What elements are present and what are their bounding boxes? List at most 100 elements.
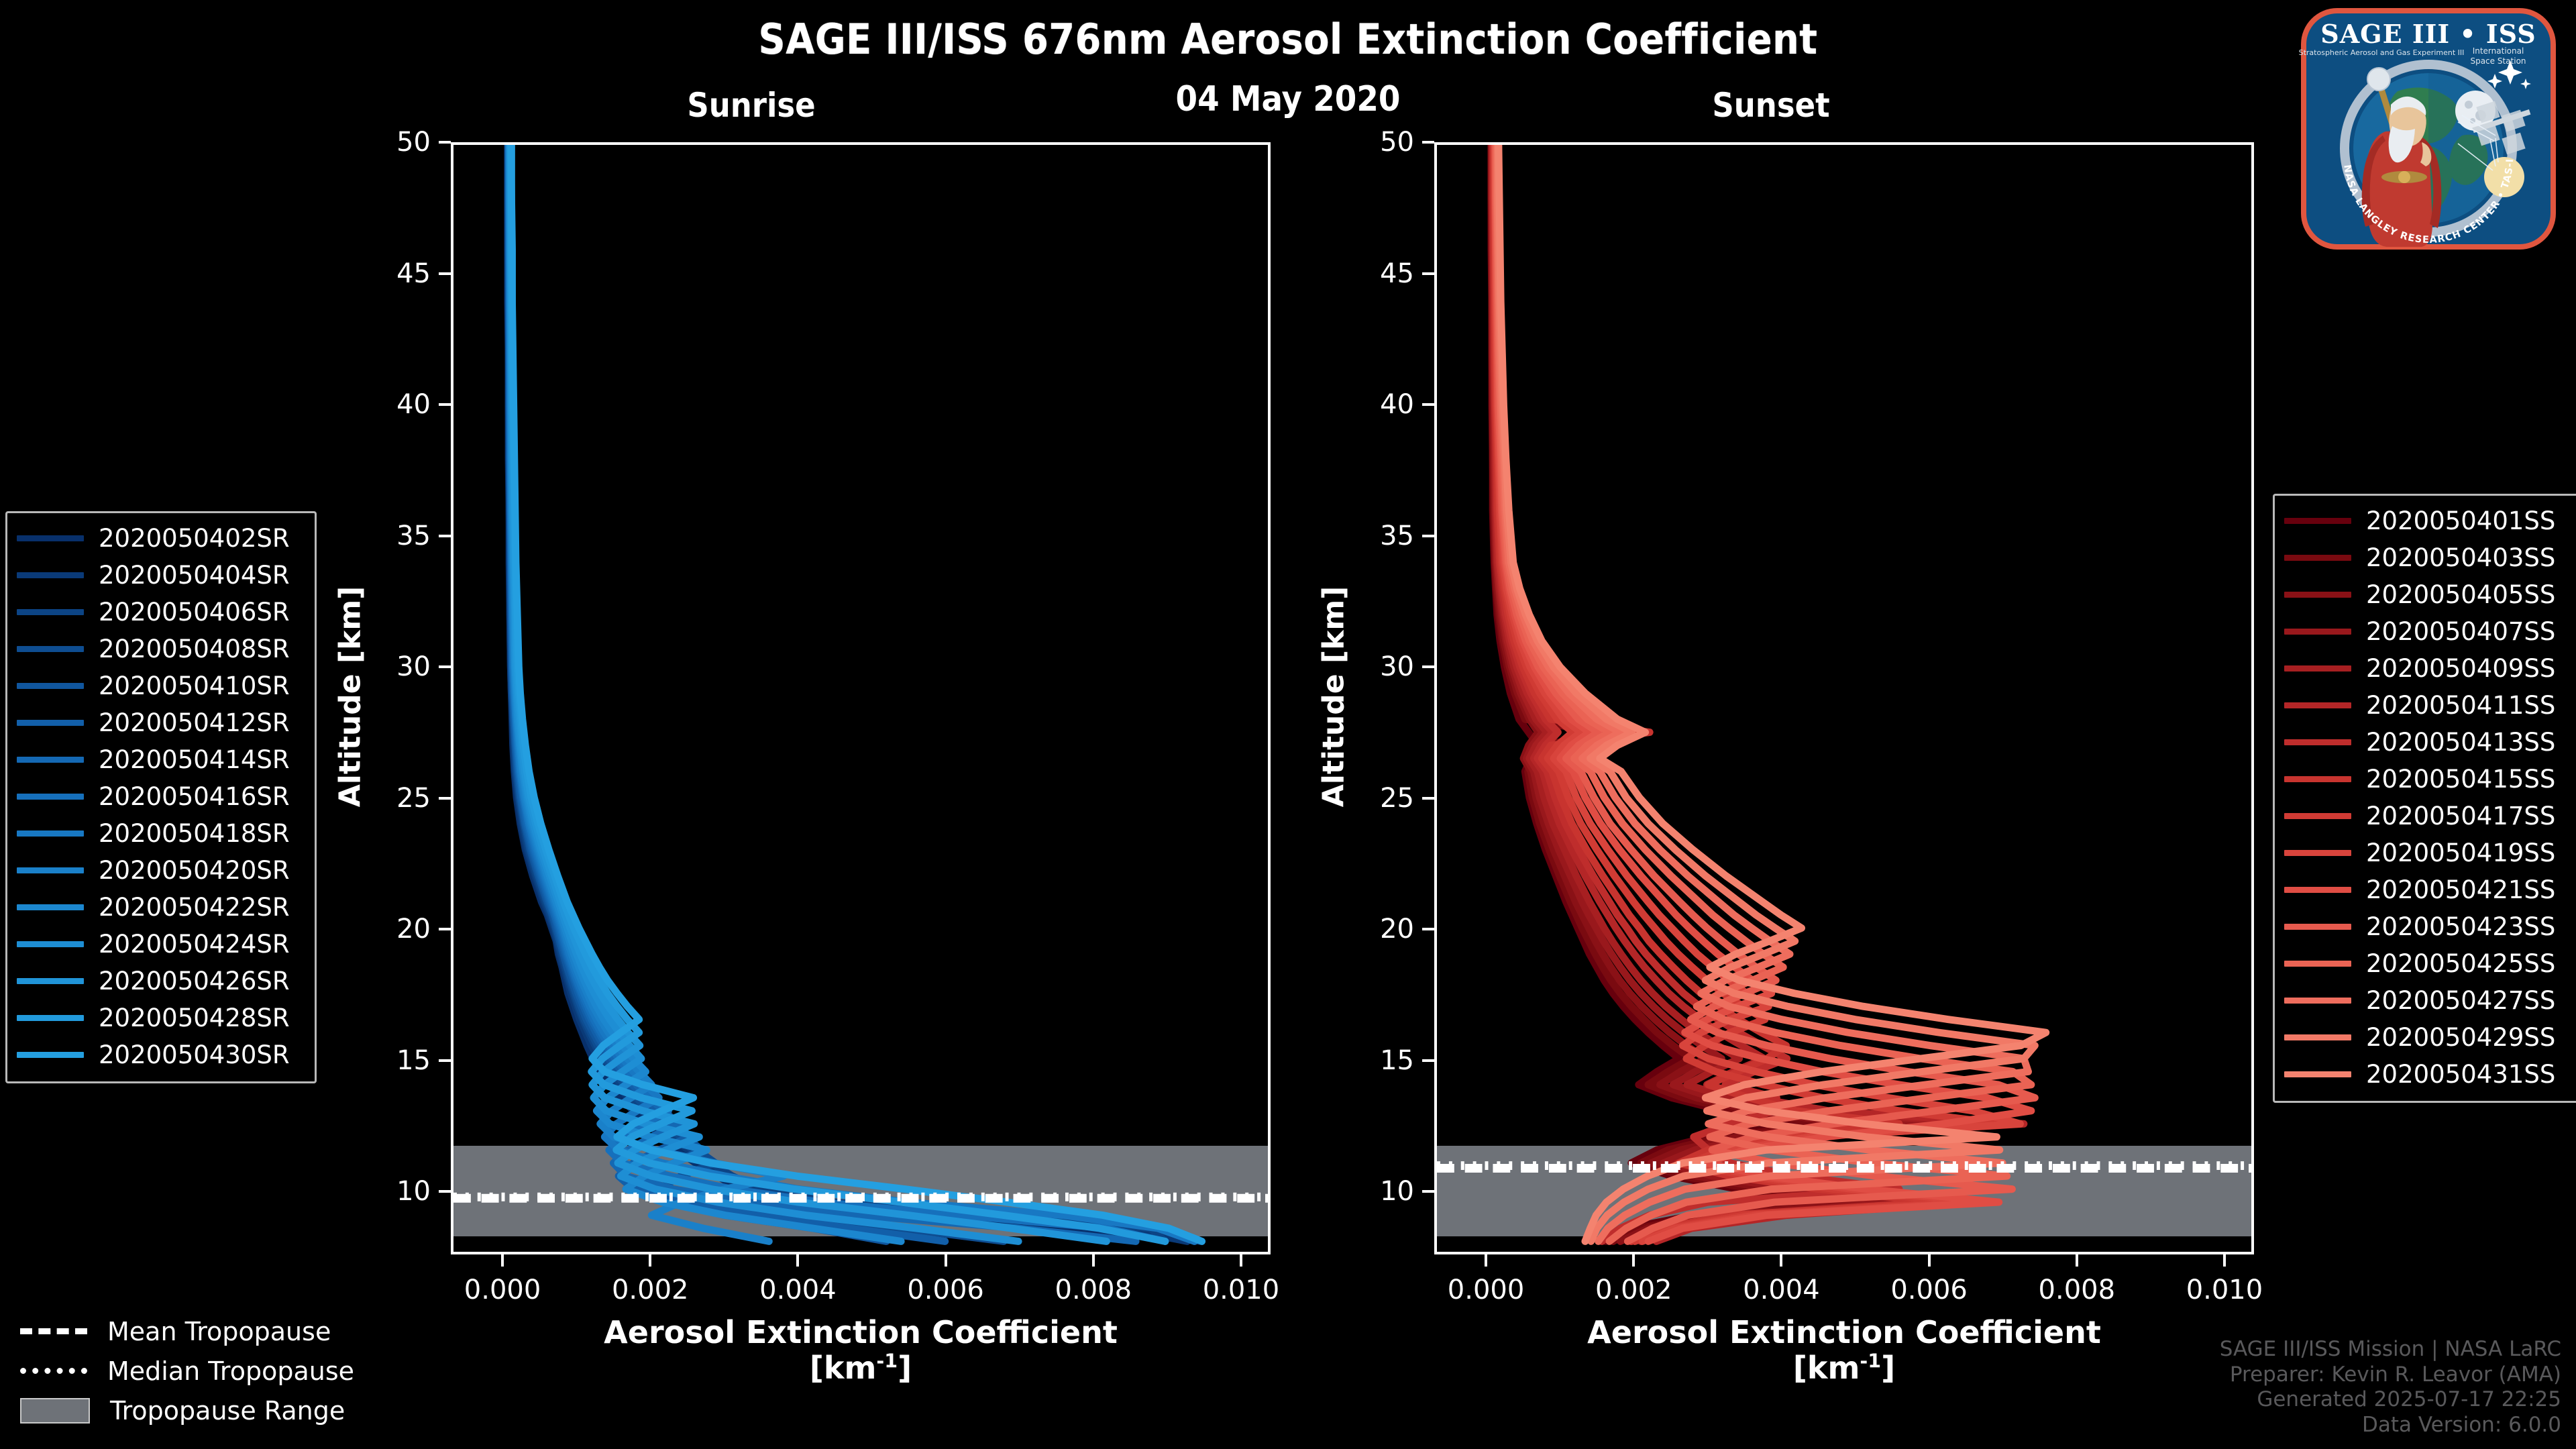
legend-item-label: 2020050411SS — [2366, 691, 2556, 720]
legend-item[interactable]: 2020050417SS — [2284, 798, 2576, 835]
legend-item-label: 2020050409SS — [2366, 654, 2556, 683]
y-tick-mark — [439, 1059, 451, 1062]
profile-line — [1495, 145, 2050, 1245]
legend-item[interactable]: 2020050409SS — [2284, 650, 2576, 687]
legend-item-label: 2020050407SS — [2366, 617, 2556, 646]
sage-iii-iss-mission-patch-icon: SAGE III • ISS Stratospheric Aerosol and… — [2293, 0, 2560, 254]
legend-color-swatch — [17, 941, 84, 947]
x-axis-title-sunset: Aerosol Extinction Coefficient [km-1] — [1394, 1315, 2294, 1386]
legend-item[interactable]: 2020050408SR — [17, 631, 305, 667]
legend-item[interactable]: 2020050421SS — [2284, 871, 2576, 908]
y-tick-mark — [439, 1190, 451, 1193]
legend-item-label: 2020050406SR — [99, 598, 290, 627]
y-tick-label: 15 — [396, 1044, 431, 1076]
legend-item[interactable]: 2020050419SS — [2284, 835, 2576, 871]
legend-sunrise[interactable]: 2020050402SR 2020050404SR 2020050406SR 2020… — [5, 511, 317, 1083]
legend-item[interactable]: 2020050403SS — [2284, 539, 2576, 576]
x-tick-mark — [1239, 1254, 1242, 1267]
legend-item[interactable]: 2020050410SR — [17, 667, 305, 704]
y-tick-mark — [1422, 141, 1434, 144]
legend-item[interactable]: 2020050423SS — [2284, 908, 2576, 945]
y-tick-mark — [439, 796, 451, 800]
legend-item[interactable]: 2020050405SS — [2284, 576, 2576, 613]
legend-sunset[interactable]: 2020050401SS 2020050403SS 2020050405SS 2020… — [2273, 494, 2576, 1103]
y-tick-mark — [439, 928, 451, 931]
legend-color-swatch — [2284, 555, 2351, 561]
legend-color-swatch — [2284, 961, 2351, 967]
panel-title-sunset: Sunset — [1712, 86, 1830, 125]
y-tick-label: 50 — [396, 127, 431, 158]
legend-color-swatch — [17, 535, 84, 541]
patch-title: SAGE III • ISS — [2320, 19, 2536, 49]
legend-item[interactable]: 2020050425SS — [2284, 945, 2576, 982]
profile-line — [507, 145, 1206, 1245]
median-tropopause-label: Median Tropopause — [107, 1356, 354, 1386]
legend-item-label: 2020050416SR — [99, 782, 290, 811]
credit-line: Preparer: Kevin R. Leavor (AMA) — [2229, 1362, 2561, 1387]
legend-item[interactable]: 2020050406SR — [17, 594, 305, 631]
tropopause-range-swatch — [20, 1397, 90, 1424]
plot-area-sunset[interactable] — [1434, 142, 2254, 1254]
credit-line: Generated 2025-07-17 22:25 — [2257, 1387, 2561, 1412]
y-tick-mark — [1422, 272, 1434, 275]
legend-color-swatch — [2284, 924, 2351, 930]
legend-item[interactable]: 2020050427SS — [2284, 982, 2576, 1019]
y-tick-label: 15 — [1380, 1044, 1414, 1076]
legend-item[interactable]: 2020050415SS — [2284, 761, 2576, 798]
y-tick-mark — [1422, 1190, 1434, 1193]
legend-item[interactable]: 2020050428SR — [17, 1000, 305, 1036]
y-tick-label: 10 — [396, 1176, 431, 1208]
plot-area-sunrise[interactable] — [451, 142, 1271, 1254]
legend-item-label: 2020050422SR — [99, 893, 290, 922]
legend-item[interactable]: 2020050420SR — [17, 852, 305, 889]
y-tick-label: 45 — [1380, 258, 1414, 289]
legend-color-swatch — [17, 572, 84, 578]
x-axis-title-units: [km-1] — [1792, 1349, 1896, 1386]
legend-item[interactable]: 2020050416SR — [17, 778, 305, 815]
legend-item-label: 2020050419SS — [2366, 839, 2556, 867]
legend-item-label: 2020050423SS — [2366, 912, 2556, 941]
legend-item-label: 2020050430SR — [99, 1040, 290, 1069]
legend-item[interactable]: 2020050401SS — [2284, 502, 2576, 539]
profile-line — [506, 145, 1022, 1245]
legend-item-mean-tropopause[interactable]: Mean Tropopause — [20, 1311, 354, 1351]
legend-item[interactable]: 2020050404SR — [17, 557, 305, 594]
legend-item-label: 2020050405SS — [2366, 580, 2556, 609]
legend-color-swatch — [17, 683, 84, 689]
credit-line: Data Version: 6.0.0 — [2361, 1413, 2561, 1438]
credits-block: SAGE III/ISS Mission | NASA LaRC Preparer… — [2220, 1337, 2561, 1438]
legend-item[interactable]: 2020050424SR — [17, 926, 305, 963]
legend-item-label: 2020050418SR — [99, 819, 290, 848]
legend-item-median-tropopause[interactable]: Median Tropopause — [20, 1351, 354, 1391]
legend-item[interactable]: 2020050422SR — [17, 889, 305, 926]
profile-line — [504, 145, 1008, 1245]
legend-color-swatch — [17, 867, 84, 873]
legend-color-swatch — [2284, 776, 2351, 782]
legend-item-tropopause-range[interactable]: Tropopause Range — [20, 1391, 354, 1430]
legend-item[interactable]: 2020050431SS — [2284, 1056, 2576, 1093]
legend-item[interactable]: 2020050430SR — [17, 1036, 305, 1073]
x-tick-mark — [1632, 1254, 1635, 1267]
y-tick-mark — [1422, 928, 1434, 931]
legend-item-label: 2020050408SR — [99, 635, 290, 663]
legend-item[interactable]: 2020050402SR — [17, 520, 305, 557]
y-tick-label: 10 — [1380, 1176, 1414, 1208]
legend-item[interactable]: 2020050412SR — [17, 704, 305, 741]
patch-subtitle-left: Stratospheric Aerosol and Gas Experiment… — [2299, 48, 2465, 57]
profile-curves-sunset — [1437, 145, 2251, 1245]
panel-title-sunrise: Sunrise — [687, 86, 816, 125]
legend-item[interactable]: 2020050413SS — [2284, 724, 2576, 761]
legend-color-swatch — [2284, 739, 2351, 745]
legend-item[interactable]: 2020050414SR — [17, 741, 305, 778]
y-tick-label: 40 — [396, 389, 431, 421]
y-tick-mark — [439, 141, 451, 144]
legend-item[interactable]: 2020050411SS — [2284, 687, 2576, 724]
legend-item[interactable]: 2020050426SR — [17, 963, 305, 1000]
legend-color-swatch — [2284, 665, 2351, 672]
legend-item[interactable]: 2020050407SS — [2284, 613, 2576, 650]
x-tick-mark — [501, 1254, 504, 1267]
legend-item[interactable]: 2020050418SR — [17, 815, 305, 852]
legend-tropopause[interactable]: Mean Tropopause Median Tropopause Tropopau… — [20, 1311, 354, 1430]
legend-item[interactable]: 2020050429SS — [2284, 1019, 2576, 1056]
legend-item-label: 2020050424SR — [99, 930, 290, 959]
